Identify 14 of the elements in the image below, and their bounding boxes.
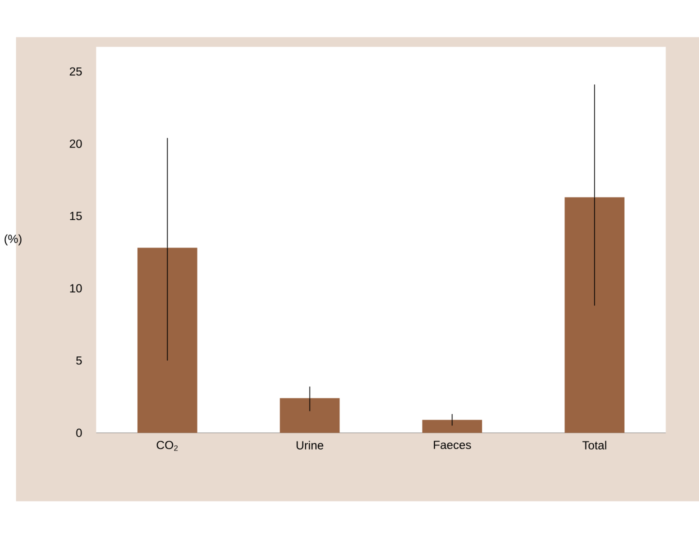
y-tick-label: 25 [70, 67, 82, 76]
y-tick-label: 20 [70, 139, 82, 148]
x-tick-label: Urine [296, 440, 324, 450]
y-tick-label: 0 [76, 428, 82, 437]
y-tick-label: 5 [76, 356, 82, 364]
bar [564, 197, 624, 433]
y-tick-label: 10 [70, 284, 82, 292]
x-tick-label: Faeces [434, 440, 471, 449]
x-tick-label: CO$_{2}$ [156, 440, 178, 451]
y-axis-title: (%) [4, 234, 22, 246]
y-tick-label: 15 [70, 212, 82, 220]
x-tick-label: Total [582, 440, 606, 450]
bar [280, 398, 340, 433]
bar [422, 420, 482, 433]
